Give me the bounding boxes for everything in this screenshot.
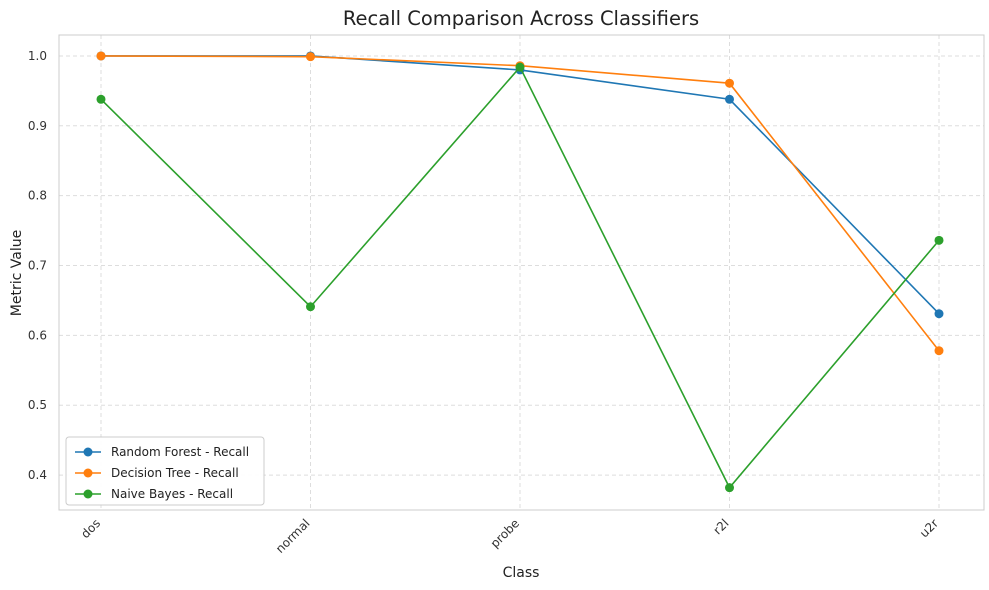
legend-box	[65, 436, 265, 506]
y-tick-label: 0.7	[28, 259, 47, 273]
y-tick-label: 0.4	[28, 468, 47, 482]
data-point	[934, 235, 944, 245]
legend: Random Forest - Recall Decision Tree - Re…	[65, 436, 265, 506]
data-point	[725, 78, 734, 88]
chart-title: Recall Comparison Across Classifiers	[343, 7, 699, 30]
data-point	[515, 62, 525, 72]
x-tick-label: dos	[78, 516, 103, 541]
legend-swatch-marker	[83, 468, 93, 478]
series-line	[100, 65, 940, 490]
y-axis: 0.4 0.5 0.6 0.7 0.8 0.9 1.0	[28, 49, 47, 482]
data-point	[96, 94, 106, 104]
data-point	[306, 52, 315, 62]
y-tick-label: 0.9	[28, 119, 47, 133]
x-tick-label: probe	[488, 516, 522, 550]
data-point	[934, 309, 944, 319]
y-tick-label: 0.5	[28, 398, 47, 412]
data-point	[725, 94, 734, 104]
legend-label: Decision Tree - Recall	[111, 466, 239, 480]
plot-frame	[58, 34, 985, 511]
data-point	[934, 346, 944, 356]
data-point	[725, 483, 734, 493]
x-tick-label: normal	[273, 516, 313, 556]
data-point	[306, 302, 315, 312]
x-axis: dos normal probe r2l u2r	[78, 516, 941, 556]
x-axis-label: Class	[503, 565, 540, 581]
x-tick-label: r2l	[710, 516, 731, 537]
y-tick-label: 1.0	[28, 49, 47, 63]
y-axis-label: Metric Value	[9, 230, 25, 316]
y-tick-label: 0.8	[28, 189, 47, 203]
legend-swatch-marker	[83, 447, 93, 457]
legend-label: Random Forest - Recall	[111, 445, 249, 459]
y-tick-label: 0.6	[28, 328, 47, 342]
legend-label: Naive Bayes - Recall	[111, 487, 233, 501]
data-point	[96, 51, 106, 61]
series-group	[96, 51, 944, 493]
x-tick-label: u2r	[917, 516, 941, 540]
legend-swatch-marker	[83, 489, 93, 499]
